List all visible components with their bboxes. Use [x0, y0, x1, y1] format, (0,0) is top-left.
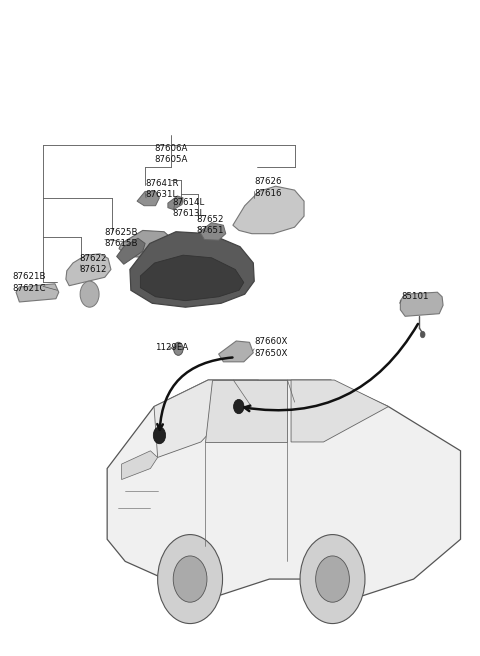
Text: 87621B
87621C: 87621B 87621C	[12, 272, 46, 293]
Polygon shape	[16, 284, 59, 302]
Polygon shape	[200, 222, 226, 240]
Polygon shape	[204, 380, 288, 442]
Text: 87614L
87613L: 87614L 87613L	[173, 197, 205, 218]
Text: 85101: 85101	[401, 293, 429, 301]
Text: 87622
87612: 87622 87612	[80, 255, 107, 274]
Circle shape	[234, 400, 244, 414]
Polygon shape	[400, 292, 443, 316]
Polygon shape	[219, 341, 253, 362]
Polygon shape	[117, 238, 145, 264]
Circle shape	[173, 556, 207, 602]
Polygon shape	[107, 380, 460, 597]
Text: 87625B
87615B: 87625B 87615B	[105, 228, 138, 248]
Text: 87606A
87605A: 87606A 87605A	[155, 144, 188, 164]
Text: 87660X
87650X: 87660X 87650X	[254, 337, 288, 358]
Text: 87652
87651: 87652 87651	[196, 215, 224, 236]
Polygon shape	[154, 380, 259, 457]
Circle shape	[157, 535, 223, 624]
Circle shape	[420, 331, 425, 338]
Text: 87626
87616: 87626 87616	[254, 178, 282, 197]
Circle shape	[80, 281, 99, 307]
Polygon shape	[130, 232, 254, 307]
Polygon shape	[168, 196, 183, 210]
Circle shape	[300, 535, 365, 624]
Polygon shape	[66, 254, 111, 286]
Polygon shape	[140, 255, 244, 300]
Polygon shape	[119, 230, 174, 258]
Polygon shape	[233, 186, 304, 234]
Polygon shape	[291, 380, 388, 442]
Circle shape	[153, 427, 166, 443]
Polygon shape	[121, 451, 157, 480]
Text: 87641R
87631L: 87641R 87631L	[145, 178, 179, 199]
Polygon shape	[137, 192, 159, 206]
Text: 1129EA: 1129EA	[155, 343, 188, 352]
Circle shape	[316, 556, 349, 602]
Circle shape	[174, 342, 183, 356]
